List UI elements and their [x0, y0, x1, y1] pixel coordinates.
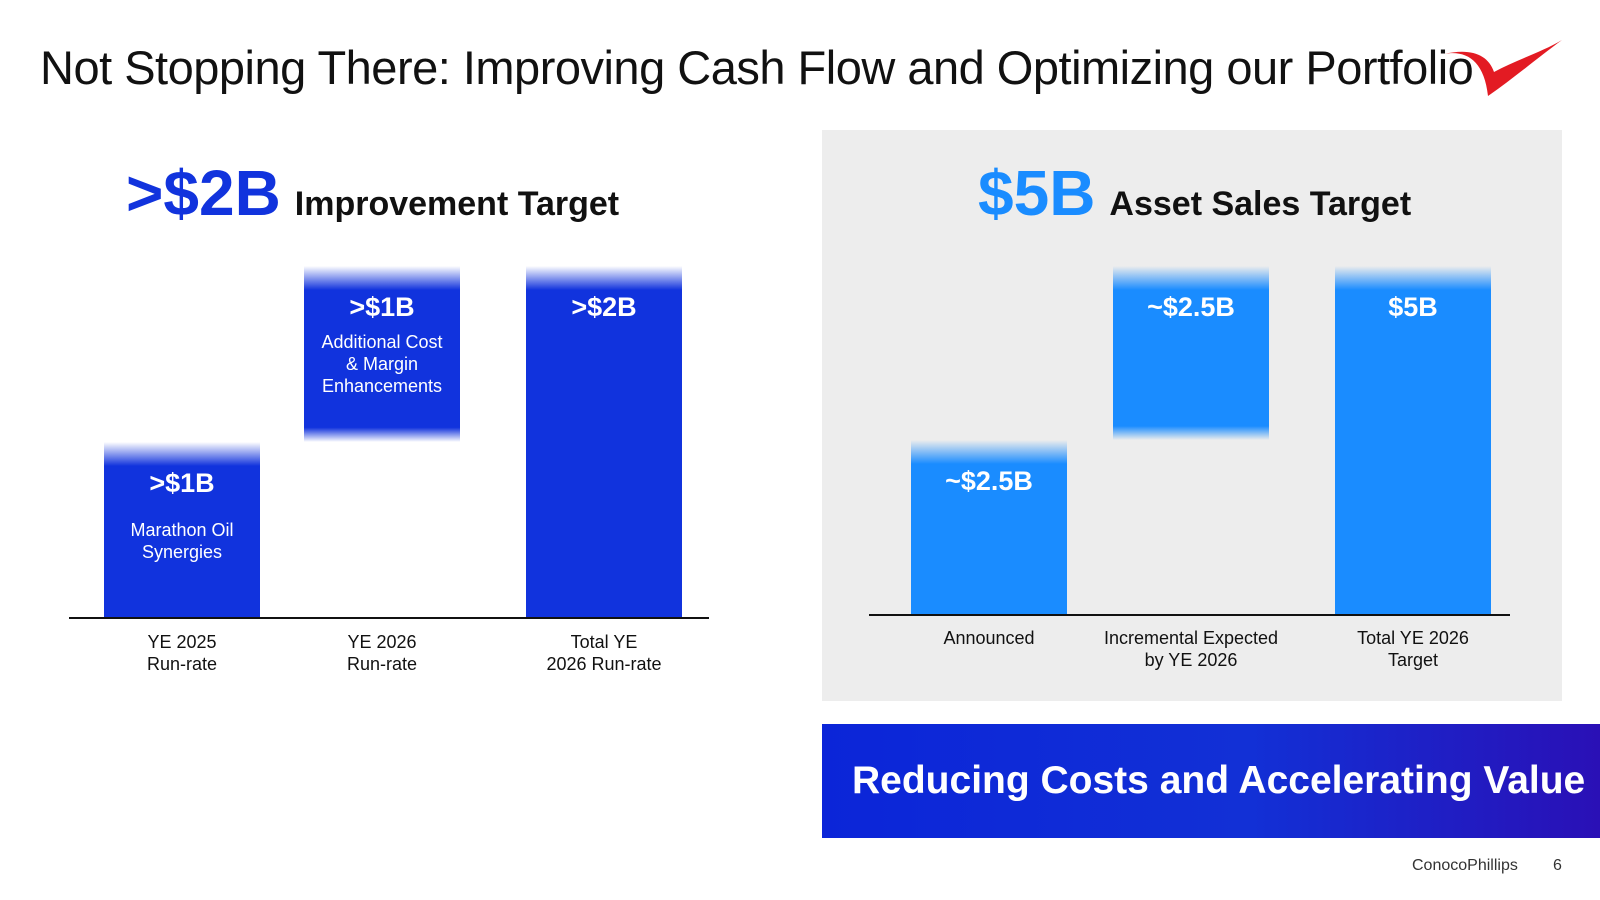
improvement-bar-value-label: >$1B [149, 467, 215, 498]
asset-sales-tick-label-line: Incremental Expected [1103, 628, 1279, 648]
improvement-tick-label-line: YE 2025 [147, 632, 217, 652]
asset-sales-tick-label: Incremental Expected by YE 2026 [1081, 627, 1301, 671]
asset-sales-bar: ~$2.5B [1113, 266, 1269, 440]
asset-sales-tick-label-line: by YE 2026 [1144, 650, 1238, 670]
asset-sales-bar-value-label: ~$2.5B [945, 466, 1033, 496]
improvement-tick-label-line: 2026 Run-rate [546, 654, 662, 674]
left-heading-label: Improvement Target [294, 185, 620, 223]
summary-banner: Reducing Costs and Accelerating Value [822, 724, 1600, 838]
footer-company: ConocoPhillips [1412, 857, 1518, 874]
asset-sales-tick-label-line: Announced [943, 628, 1035, 648]
left-chart-heading: >$2B Improvement Target [126, 156, 619, 230]
improvement-tick-label-line: Run-rate [146, 654, 218, 674]
improvement-bar-value-label: >$2B [571, 292, 637, 322]
improvement-bar-description-line: Enhancements [321, 376, 443, 396]
asset-sales-tick-label-line: Total YE 2026 [1357, 628, 1469, 648]
improvement-bar-description: Marathon Oil Synergies [104, 519, 260, 563]
improvement-bar-value-label: >$1B [349, 292, 415, 322]
improvement-tick-label: YE 2025 Run-rate [72, 631, 292, 675]
asset-sales-tick-label-line: Target [1387, 650, 1439, 670]
company-logo-icon [1444, 40, 1562, 96]
asset-sales-bar-value-label: ~$2.5B [1147, 292, 1235, 322]
improvement-bar-description-line: Synergies [141, 541, 223, 562]
improvement-tick-label: Total YE 2026 Run-rate [494, 631, 714, 675]
improvement-bar-description-line: Additional Cost [321, 332, 443, 352]
improvement-tick-label: YE 2026 Run-rate [272, 631, 492, 675]
asset-sales-tick-label: Total YE 2026 Target [1303, 627, 1523, 671]
improvement-x-axis [69, 617, 709, 619]
left-heading-value: >$2B [126, 157, 281, 229]
right-heading-value: $5B [978, 157, 1096, 229]
improvement-bar: >$2B [526, 266, 682, 617]
improvement-bar-description: Additional Cost & Margin Enhancements [304, 331, 460, 397]
right-heading-label: Asset Sales Target [1109, 185, 1412, 223]
right-chart-heading: $5B Asset Sales Target [978, 156, 1411, 230]
asset-sales-bar: $5B [1335, 266, 1491, 614]
asset-sales-bar: ~$2.5B [911, 440, 1067, 614]
asset-sales-bar-value-label: $5B [1388, 292, 1438, 322]
improvement-tick-label-line: YE 2026 [347, 632, 417, 652]
improvement-bar-description-line: Marathon Oil [130, 519, 234, 540]
improvement-tick-label-line: Run-rate [346, 654, 418, 674]
asset-sales-tick-label: Announced [879, 627, 1099, 649]
improvement-tick-label-line: Total YE [570, 632, 638, 652]
improvement-bar: >$1B Additional Cost & Margin Enhancements [304, 266, 460, 442]
improvement-bar: >$1B Marathon Oil Synergies [104, 441, 260, 617]
slide-title: Not Stopping There: Improving Cash Flow … [40, 41, 1474, 94]
page-number: 6 [1553, 857, 1562, 874]
asset-sales-x-axis [869, 614, 1510, 616]
improvement-bar-description-line: & Margin [345, 354, 419, 374]
